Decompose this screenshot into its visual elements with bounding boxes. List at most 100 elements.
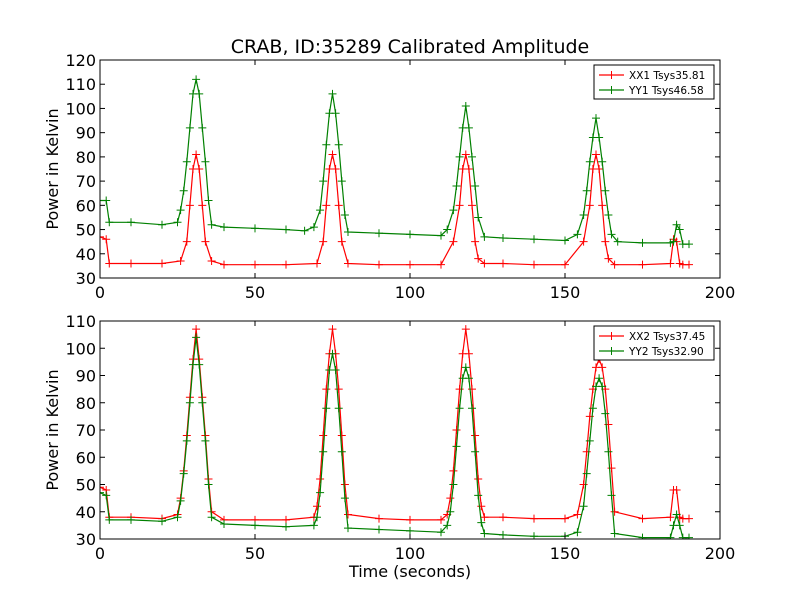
data-point — [201, 436, 210, 445]
data-point — [220, 260, 228, 269]
legend-marker — [607, 71, 616, 79]
data-point — [322, 140, 331, 149]
data-point — [604, 254, 613, 263]
data-point — [446, 494, 455, 503]
data-point — [464, 165, 473, 173]
data-point — [282, 260, 290, 269]
data-point — [471, 447, 480, 456]
data-point — [207, 513, 216, 522]
data-point — [464, 123, 473, 132]
data-point — [595, 165, 604, 173]
data-point — [471, 181, 480, 190]
data-point — [675, 521, 684, 530]
data-point — [598, 201, 607, 210]
y-axis-label: Power in Kelvin — [43, 369, 62, 490]
data-point — [601, 409, 610, 418]
data-point — [375, 525, 383, 534]
data-point — [179, 186, 188, 195]
data-point — [201, 237, 210, 246]
data-point — [592, 150, 600, 159]
data-point — [173, 513, 182, 522]
data-point — [328, 150, 337, 159]
data-point — [127, 515, 135, 524]
data-point — [474, 254, 483, 263]
data-point — [638, 533, 647, 539]
data-point — [204, 480, 213, 489]
legend-label: XX2 Tsys37.45 — [629, 331, 705, 343]
y-tick-label: 110 — [65, 312, 96, 331]
data-point — [176, 206, 185, 215]
data-point — [375, 260, 383, 269]
bottom-subplot: 0 50 100 150 200 30 40 50 60 70 80 90 100 110 Power in… — [43, 312, 735, 581]
x-tick-label: 100 — [395, 283, 426, 302]
data-point — [685, 514, 693, 523]
series-line — [100, 329, 689, 521]
data-point — [685, 260, 693, 269]
data-point — [207, 257, 216, 266]
data-point — [468, 152, 476, 161]
data-point — [337, 431, 346, 440]
data-point — [102, 235, 111, 244]
data-point — [319, 177, 328, 186]
x-tick-label: 50 — [245, 283, 265, 302]
data-point — [601, 237, 610, 246]
series-1 — [100, 150, 693, 269]
data-point — [480, 232, 489, 241]
data-point — [192, 75, 201, 84]
series-2 — [100, 333, 693, 539]
data-point — [530, 514, 538, 523]
data-point — [449, 237, 458, 246]
data-point — [582, 186, 591, 195]
data-point — [471, 237, 480, 246]
data-point — [158, 259, 166, 268]
data-point — [322, 385, 331, 394]
top-subplot: 0 50 100 150 200 30 40 50 60 70 80 90 100 110 120 Power… — [43, 51, 735, 302]
data-point — [669, 237, 678, 246]
data-point — [337, 447, 346, 456]
data-point — [182, 436, 191, 445]
data-point — [340, 480, 349, 489]
data-point — [331, 109, 340, 118]
data-point — [334, 385, 343, 394]
data-point — [313, 502, 321, 511]
data-point — [182, 237, 191, 246]
data-point — [585, 436, 594, 445]
data-point — [455, 385, 464, 394]
data-point — [316, 475, 325, 484]
data-point — [604, 447, 613, 456]
data-point — [468, 404, 476, 413]
data-point — [313, 513, 321, 522]
series-1 — [100, 325, 693, 524]
data-point — [185, 398, 194, 407]
data-point — [344, 510, 352, 519]
data-point — [468, 201, 476, 210]
data-point — [100, 488, 104, 497]
data-point — [573, 510, 582, 519]
y-tick-label: 80 — [76, 148, 96, 167]
data-point — [406, 260, 414, 269]
data-point — [573, 528, 582, 537]
data-point — [220, 223, 228, 232]
legend: XX2 Tsys37.45 YY2 Tsys32.90 — [593, 325, 715, 361]
data-point — [480, 259, 489, 268]
y-tick-label: 100 — [65, 339, 96, 358]
data-point — [443, 225, 452, 234]
y-tick-label: 50 — [76, 476, 96, 495]
legend-marker — [607, 347, 616, 355]
data-point — [192, 325, 201, 334]
data-point — [675, 225, 684, 234]
data-point — [195, 360, 204, 369]
data-point — [300, 226, 309, 235]
data-point — [588, 404, 597, 413]
data-point — [474, 213, 483, 222]
data-point — [471, 431, 480, 440]
data-point — [685, 240, 693, 249]
data-point — [179, 469, 188, 478]
data-point — [185, 201, 194, 210]
data-point — [579, 502, 588, 511]
data-point — [176, 257, 185, 266]
data-point — [452, 442, 461, 451]
x-tick-label: 0 — [95, 544, 105, 563]
data-point — [198, 123, 207, 132]
y-tick-label: 60 — [76, 196, 96, 215]
